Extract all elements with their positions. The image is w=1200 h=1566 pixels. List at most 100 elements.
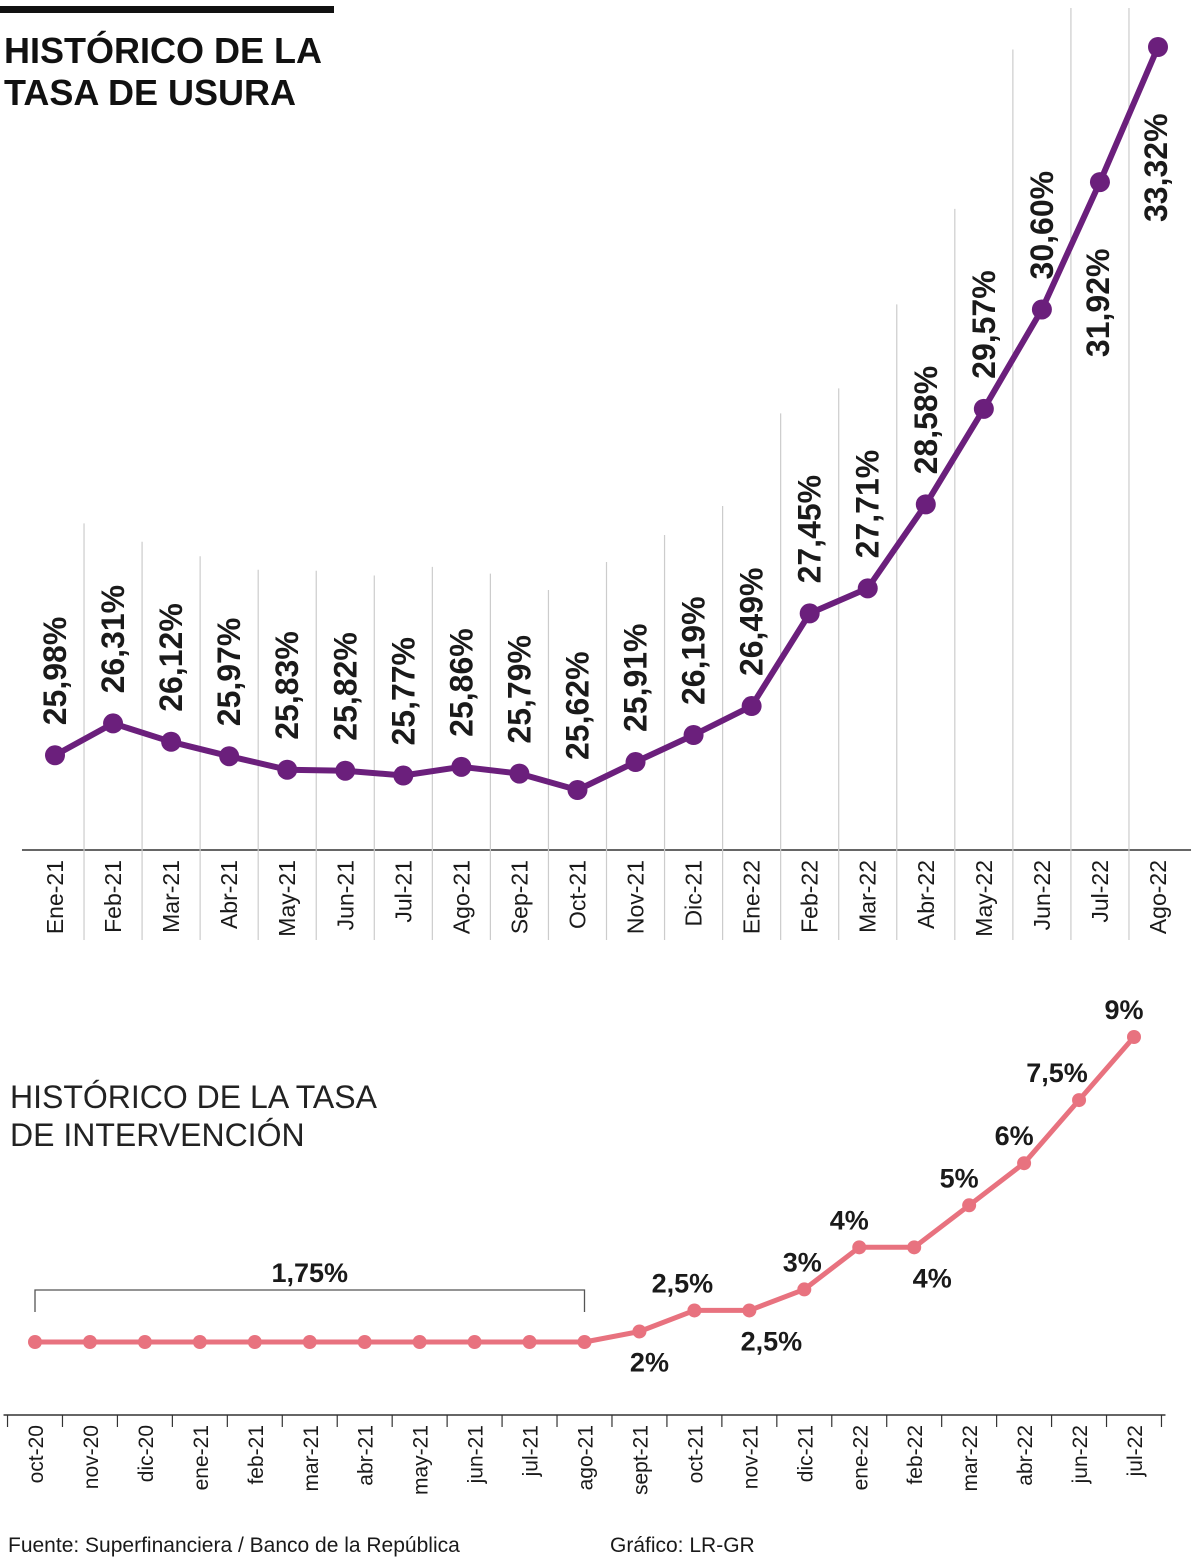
x-tick-label: Sep-21 xyxy=(506,860,532,934)
point xyxy=(1031,299,1052,320)
point xyxy=(577,1335,592,1349)
point xyxy=(907,1240,922,1255)
point xyxy=(467,1335,482,1349)
point xyxy=(962,1198,977,1213)
x-tick-label: mar-21 xyxy=(300,1425,323,1492)
point xyxy=(799,603,820,624)
x-tick-label: jun-22 xyxy=(1069,1425,1092,1484)
title-box: HISTÓRICO DE LA TASA DE USURA xyxy=(4,30,321,113)
x-tick-label: jun-21 xyxy=(465,1425,488,1484)
value-label: 28,58% xyxy=(908,366,944,475)
point xyxy=(567,780,588,800)
x-tick-label: Feb-21 xyxy=(100,860,126,933)
point xyxy=(1017,1156,1032,1171)
value-label: 31,92% xyxy=(1080,249,1116,358)
x-tick-label: nov-20 xyxy=(80,1425,103,1489)
x-tick-label: may-21 xyxy=(410,1425,433,1495)
chart-title: HISTÓRICO DE LA TASA DE INTERVENCIÓN xyxy=(10,1079,376,1153)
source: Fuente: Superfinanciera / Banco de la Re… xyxy=(8,1534,460,1557)
value-label: 25,86% xyxy=(443,628,479,737)
x-tick-label: May-22 xyxy=(971,860,997,937)
x-tick-label: Abr-22 xyxy=(913,860,939,929)
value-label: 25,79% xyxy=(501,635,537,744)
point xyxy=(973,398,994,419)
point xyxy=(797,1282,812,1297)
x-tick-label: feb-21 xyxy=(245,1425,268,1485)
point xyxy=(451,756,472,777)
point xyxy=(103,713,124,734)
value-label: 2,5% xyxy=(652,1268,714,1298)
point xyxy=(687,1303,702,1318)
title-bar xyxy=(0,6,334,13)
value-label: 30,60% xyxy=(1024,171,1060,280)
point xyxy=(625,752,646,773)
bracket xyxy=(34,1289,586,1312)
point xyxy=(683,724,704,745)
value-label: 4% xyxy=(830,1205,869,1235)
x-tick-label: Ene-21 xyxy=(42,860,68,934)
value-label: 26,12% xyxy=(153,603,189,712)
value-label: 25,82% xyxy=(327,632,363,741)
x-tick-label: Dic-21 xyxy=(681,860,707,926)
point xyxy=(852,1240,867,1255)
point xyxy=(137,1335,152,1349)
value-label: 7,5% xyxy=(1026,1058,1088,1088)
point xyxy=(28,1335,42,1349)
point xyxy=(742,1303,757,1318)
x-tick-label: Jul-22 xyxy=(1087,860,1113,923)
x-tick-label: May-21 xyxy=(274,860,300,937)
value-label: 27,45% xyxy=(792,475,828,584)
x-tick-label: Jun-22 xyxy=(1029,860,1055,930)
x-tick-label: oct-21 xyxy=(684,1425,707,1483)
value-label: 26,19% xyxy=(676,596,712,705)
x-tick-label: Jun-21 xyxy=(332,860,358,930)
point xyxy=(357,1335,372,1349)
x-tick-label: Jul-21 xyxy=(390,860,416,923)
point xyxy=(219,746,240,767)
value-label: 6% xyxy=(995,1121,1034,1151)
value-label: 26,49% xyxy=(734,568,770,677)
x-tick-label: oct-20 xyxy=(25,1425,48,1483)
x-tick-label: Oct-21 xyxy=(564,860,590,929)
x-tick-label: Ago-21 xyxy=(448,860,474,934)
title-box: HISTÓRICO DE LA TASA DE INTERVENCIÓN xyxy=(10,1079,376,1153)
point xyxy=(1148,37,1168,57)
point xyxy=(509,763,530,784)
x-tick-label: abr-22 xyxy=(1014,1425,1037,1486)
value-label: 27,71% xyxy=(850,450,886,559)
point xyxy=(82,1335,97,1349)
point xyxy=(741,696,762,717)
point xyxy=(412,1335,427,1349)
x-tick-label: mar-22 xyxy=(959,1425,982,1492)
value-label: 9% xyxy=(1104,995,1143,1025)
point xyxy=(1072,1093,1087,1108)
x-tick-label: Mar-22 xyxy=(855,860,881,933)
chart-title: HISTÓRICO DE LA TASA DE USURA xyxy=(4,30,321,113)
point xyxy=(302,1335,317,1349)
x-tick-label: Abr-21 xyxy=(216,860,242,929)
value-label: 25,97% xyxy=(211,618,247,727)
x-tick-label: sept-21 xyxy=(629,1425,652,1495)
x-tick-label: ago-21 xyxy=(575,1425,598,1490)
point xyxy=(45,745,65,766)
x-tick-label: abr-21 xyxy=(355,1425,378,1486)
point xyxy=(161,731,182,752)
value-label: 25,77% xyxy=(385,637,421,746)
point xyxy=(1127,1030,1141,1044)
value-label: 25,62% xyxy=(559,651,595,760)
credit: Gráfico: LR-GR xyxy=(610,1534,755,1557)
value-label: 29,57% xyxy=(966,270,1002,379)
value-label: 4% xyxy=(913,1263,952,1293)
x-tick-label: Feb-22 xyxy=(797,860,823,933)
value-label: 2% xyxy=(630,1347,669,1377)
annotation: 1,75% xyxy=(271,1258,348,1288)
x-tick-label: Ene-22 xyxy=(739,860,765,934)
x-tick-label: feb-22 xyxy=(904,1425,927,1485)
value-label: 25,98% xyxy=(37,617,73,726)
value-label: 5% xyxy=(940,1163,979,1193)
value-label: 3% xyxy=(783,1247,822,1277)
x-tick-label: jul-22 xyxy=(1124,1425,1147,1477)
value-label: 2,5% xyxy=(741,1326,803,1356)
point xyxy=(192,1335,207,1349)
